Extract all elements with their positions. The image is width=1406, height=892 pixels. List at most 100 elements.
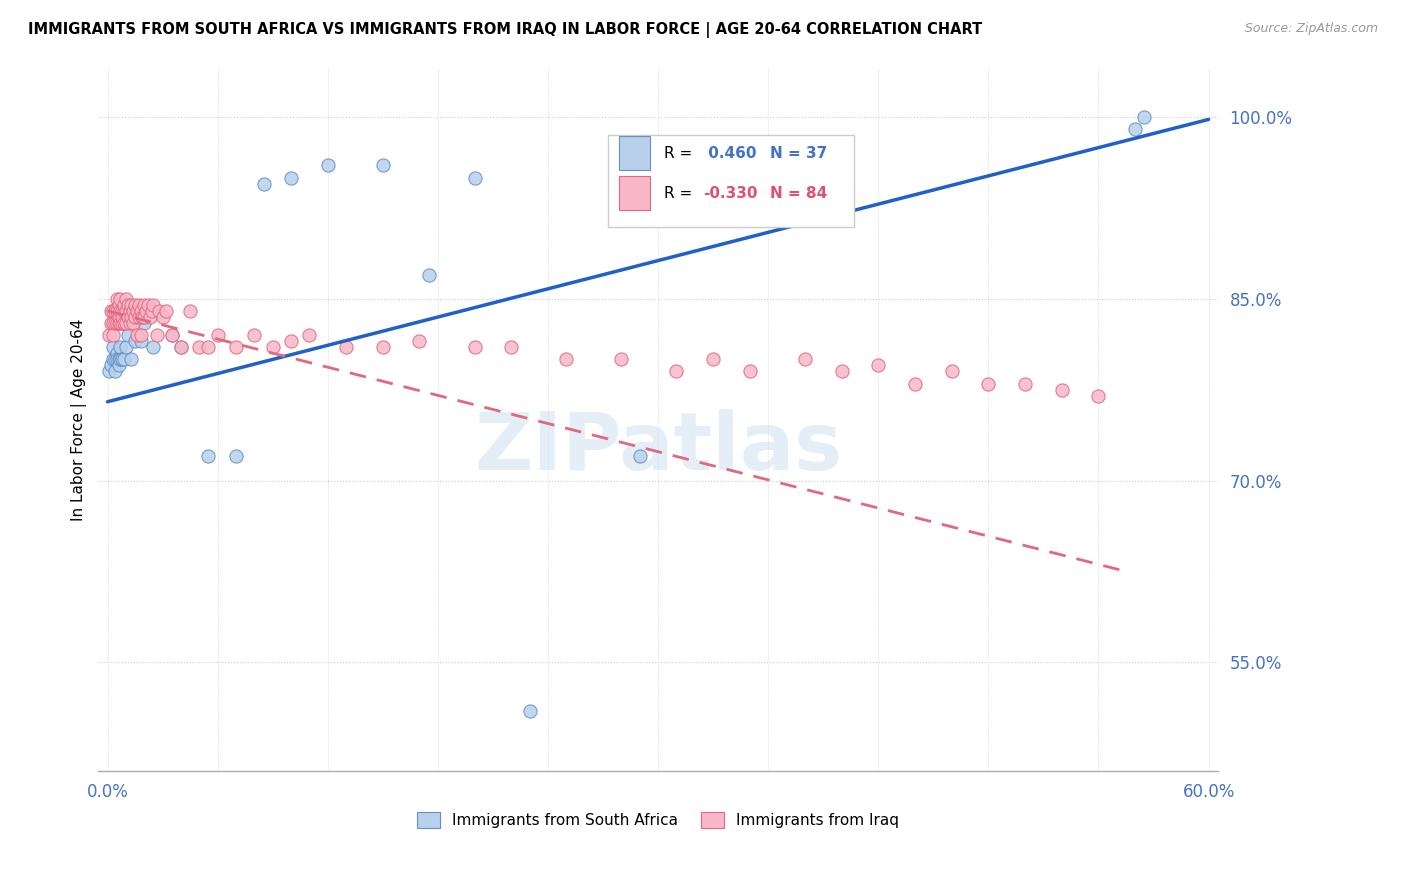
- Point: [98, 364, 121, 378]
- Point: [1087, 389, 1109, 403]
- Point: [141, 304, 163, 318]
- Point: [100, 316, 122, 330]
- Point: [117, 328, 139, 343]
- Legend: Immigrants from South Africa, Immigrants from Iraq: Immigrants from South Africa, Immigrants…: [411, 805, 905, 834]
- Point: [152, 310, 174, 324]
- Point: [134, 298, 156, 312]
- Point: [977, 376, 1000, 391]
- Point: [101, 316, 124, 330]
- Point: [134, 310, 156, 324]
- Point: [104, 304, 127, 318]
- Point: [104, 352, 127, 367]
- Text: ZIPatlas: ZIPatlas: [474, 409, 842, 487]
- Point: [115, 292, 138, 306]
- Text: R =: R =: [664, 145, 697, 161]
- Text: R =: R =: [664, 186, 697, 201]
- Point: [111, 316, 134, 330]
- Point: [501, 340, 523, 354]
- Point: [111, 310, 134, 324]
- Point: [464, 170, 486, 185]
- Point: [112, 352, 135, 367]
- Point: [105, 292, 128, 306]
- Point: [120, 352, 142, 367]
- Point: [408, 334, 430, 348]
- Point: [197, 340, 219, 354]
- Point: [1133, 110, 1156, 124]
- Text: IMMIGRANTS FROM SOUTH AFRICA VS IMMIGRANTS FROM IRAQ IN LABOR FORCE | AGE 20-64 : IMMIGRANTS FROM SOUTH AFRICA VS IMMIGRAN…: [28, 22, 983, 38]
- Point: [555, 352, 578, 367]
- Point: [128, 298, 150, 312]
- Bar: [619, 177, 650, 211]
- Point: [118, 310, 141, 324]
- Point: [125, 304, 148, 318]
- Point: [124, 310, 146, 324]
- Point: [298, 328, 321, 343]
- Text: 0.460: 0.460: [703, 145, 756, 161]
- Point: [738, 364, 761, 378]
- Point: [831, 364, 853, 378]
- Point: [128, 310, 150, 324]
- Text: N = 37: N = 37: [770, 145, 827, 161]
- Point: [120, 298, 142, 312]
- Point: [105, 304, 128, 318]
- Point: [142, 340, 165, 354]
- Point: [665, 364, 688, 378]
- Point: [124, 334, 146, 348]
- Point: [115, 316, 138, 330]
- Point: [179, 304, 201, 318]
- Point: [243, 328, 266, 343]
- Point: [252, 177, 274, 191]
- Point: [107, 359, 129, 373]
- Point: [280, 170, 302, 185]
- FancyBboxPatch shape: [607, 136, 853, 227]
- Point: [371, 158, 394, 172]
- Point: [146, 328, 169, 343]
- Point: [464, 340, 486, 354]
- Point: [129, 334, 152, 348]
- Point: [793, 352, 815, 367]
- Point: [110, 304, 132, 318]
- Point: [111, 352, 134, 367]
- Point: [135, 304, 157, 318]
- Point: [335, 340, 357, 354]
- Point: [110, 352, 132, 367]
- Point: [131, 310, 153, 324]
- Point: [98, 328, 121, 343]
- Point: [112, 304, 135, 318]
- Point: [100, 359, 122, 373]
- Point: [155, 304, 177, 318]
- Bar: [619, 136, 650, 170]
- Point: [1123, 122, 1146, 136]
- Point: [118, 316, 141, 330]
- Point: [941, 364, 963, 378]
- Point: [188, 340, 211, 354]
- Point: [110, 340, 132, 354]
- Point: [142, 298, 165, 312]
- Point: [107, 316, 129, 330]
- Point: [115, 304, 138, 318]
- Point: [101, 304, 124, 318]
- Point: [207, 328, 229, 343]
- Point: [134, 316, 156, 330]
- Point: [160, 328, 183, 343]
- Point: [107, 298, 129, 312]
- Point: [101, 340, 124, 354]
- Point: [138, 310, 160, 324]
- Point: [1014, 376, 1036, 391]
- Point: [104, 364, 127, 378]
- Point: [868, 359, 890, 373]
- Point: [110, 316, 132, 330]
- Point: [125, 328, 148, 343]
- Point: [110, 292, 132, 306]
- Point: [197, 450, 219, 464]
- Text: Source: ZipAtlas.com: Source: ZipAtlas.com: [1244, 22, 1378, 36]
- Point: [610, 352, 633, 367]
- Point: [111, 352, 134, 367]
- Point: [117, 310, 139, 324]
- Point: [107, 310, 129, 324]
- Point: [115, 340, 138, 354]
- Point: [371, 340, 394, 354]
- Point: [225, 450, 247, 464]
- Point: [160, 328, 183, 343]
- Point: [112, 298, 135, 312]
